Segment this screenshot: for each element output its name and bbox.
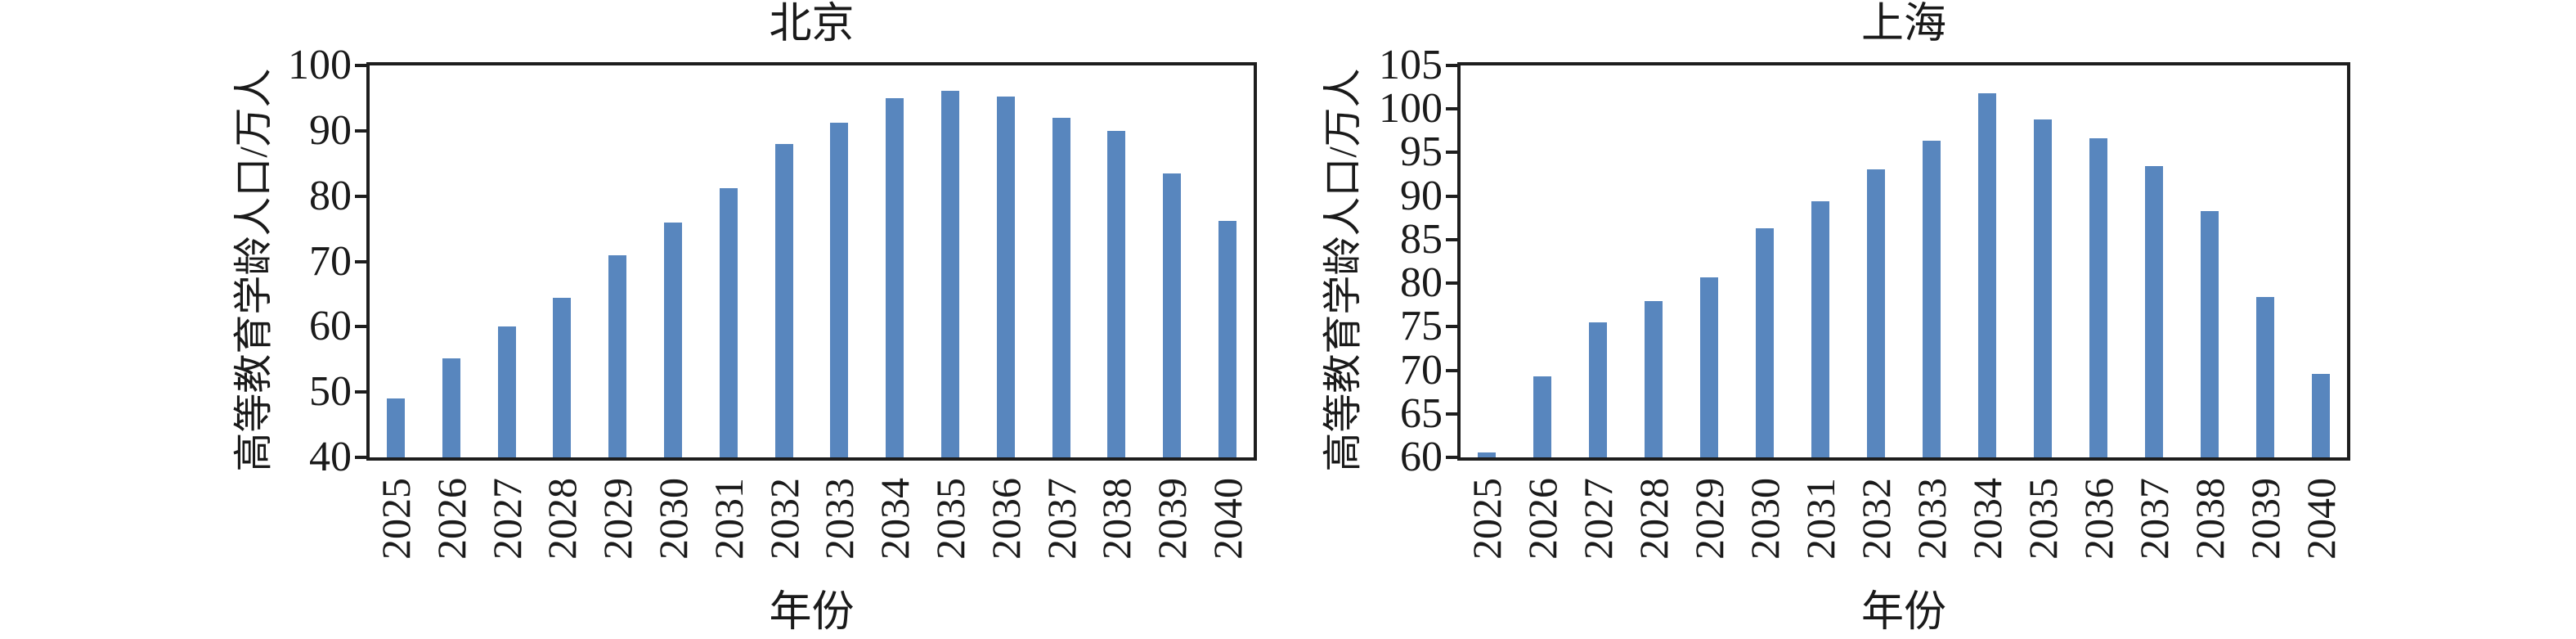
bar-2038: [1107, 130, 1126, 457]
bar-2035: [2034, 119, 2052, 457]
x-tick-label-2026: 2026: [1519, 478, 1565, 560]
y-tick-label-100: 100: [288, 42, 352, 88]
bar-2028: [1645, 301, 1663, 457]
y-tick-mark-50: [355, 390, 366, 394]
y-tick-label-105: 105: [1379, 42, 1443, 88]
bar-2039: [1163, 173, 1182, 457]
y-tick-label-70: 70: [309, 237, 352, 285]
y-tick-mark-40: [355, 456, 366, 459]
y-tick-mark-80: [1446, 281, 1457, 286]
bar-2040: [1218, 221, 1236, 457]
y-tick-mark-70: [1446, 368, 1457, 372]
bar-2030: [1756, 228, 1774, 457]
y-tick-mark-80: [355, 194, 366, 198]
y-tick-label-85: 85: [1400, 215, 1443, 263]
x-tick-label-2039: 2039: [2242, 478, 2288, 560]
bar-2039: [2256, 297, 2274, 457]
bar-2037: [2145, 166, 2163, 457]
x-tick-label-2036: 2036: [2076, 478, 2121, 560]
x-tick-label-2040: 2040: [2298, 478, 2344, 560]
plot-frame-shanghai: [1457, 62, 2350, 461]
bar-2031: [1811, 201, 1829, 457]
x-axis-label-beijing: 年份: [769, 589, 855, 636]
bar-2036: [2089, 138, 2107, 457]
y-tick-label-75: 75: [1400, 303, 1443, 350]
y-tick-mark-105: [1446, 64, 1457, 67]
bar-2026: [1533, 376, 1551, 457]
y-tick-mark-60: [355, 325, 366, 329]
x-axis-label-shanghai: 年份: [1860, 589, 1946, 636]
y-tick-label-80: 80: [1400, 259, 1443, 307]
bar-2032: [1867, 169, 1885, 457]
x-tick-label-2031: 2031: [1797, 478, 1843, 560]
bar-2025: [1478, 452, 1496, 457]
bar-2027: [1589, 322, 1607, 457]
bar-2033: [1923, 140, 1941, 457]
x-tick-label-2028: 2028: [1631, 478, 1676, 560]
y-tick-mark-75: [1446, 325, 1457, 329]
x-tick-label-2030: 2030: [1742, 478, 1788, 560]
y-tick-label-40: 40: [309, 434, 352, 480]
bar-2034: [886, 97, 904, 457]
chart-title-beijing: 北京: [769, 1, 855, 47]
bar-2029: [1700, 277, 1718, 457]
bar-2029: [608, 254, 627, 457]
y-tick-mark-65: [1446, 412, 1457, 416]
bar-2026: [442, 358, 460, 457]
bar-2035: [941, 91, 959, 457]
bar-2037: [1052, 117, 1070, 457]
y-tick-mark-90: [355, 128, 366, 133]
x-tick-label-2027: 2027: [1575, 478, 1621, 560]
y-tick-label-60: 60: [1400, 434, 1443, 480]
bar-2028: [553, 298, 572, 457]
y-tick-mark-85: [1446, 237, 1457, 241]
y-tick-label-90: 90: [309, 106, 352, 154]
x-tick-label-2029: 2029: [1686, 478, 1732, 560]
bar-2030: [664, 222, 682, 457]
x-tick-label-2035: 2035: [2020, 478, 2066, 560]
bar-2032: [774, 143, 793, 457]
x-tick-label-2032: 2032: [1853, 478, 1899, 560]
y-tick-mark-90: [1446, 194, 1457, 198]
bar-2038: [2201, 210, 2219, 457]
x-tick-label-2038: 2038: [2187, 478, 2233, 560]
y-tick-label-65: 65: [1400, 389, 1443, 437]
bar-2040: [2312, 373, 2330, 457]
x-tick-label-2025: 2025: [1464, 478, 1510, 560]
y-tick-label-50: 50: [309, 368, 352, 416]
y-tick-label-100: 100: [1379, 85, 1443, 133]
chart-title-shanghai: 上海: [1860, 1, 1946, 47]
y-tick-label-80: 80: [309, 172, 352, 219]
y-tick-label-90: 90: [1400, 172, 1443, 219]
y-tick-label-70: 70: [1400, 346, 1443, 394]
y-tick-mark-95: [1446, 151, 1457, 155]
bar-2031: [719, 188, 738, 457]
y-tick-label-60: 60: [309, 303, 352, 350]
bar-2033: [830, 123, 849, 457]
x-tick-label-2037: 2037: [2131, 478, 2177, 560]
y-tick-label-95: 95: [1400, 128, 1443, 176]
y-tick-mark-70: [355, 259, 366, 263]
bar-2036: [996, 96, 1015, 457]
y-tick-mark-60: [1446, 456, 1457, 459]
y-tick-mark-100: [355, 64, 366, 67]
y-tick-mark-100: [1446, 107, 1457, 111]
x-tick-label-2033: 2033: [1909, 478, 1954, 560]
bar-2034: [1978, 93, 1996, 457]
bar-2027: [497, 326, 516, 457]
bar-2025: [387, 398, 405, 457]
plot-frame-beijing: [366, 62, 1257, 461]
x-tick-label-2034: 2034: [1964, 478, 2010, 560]
